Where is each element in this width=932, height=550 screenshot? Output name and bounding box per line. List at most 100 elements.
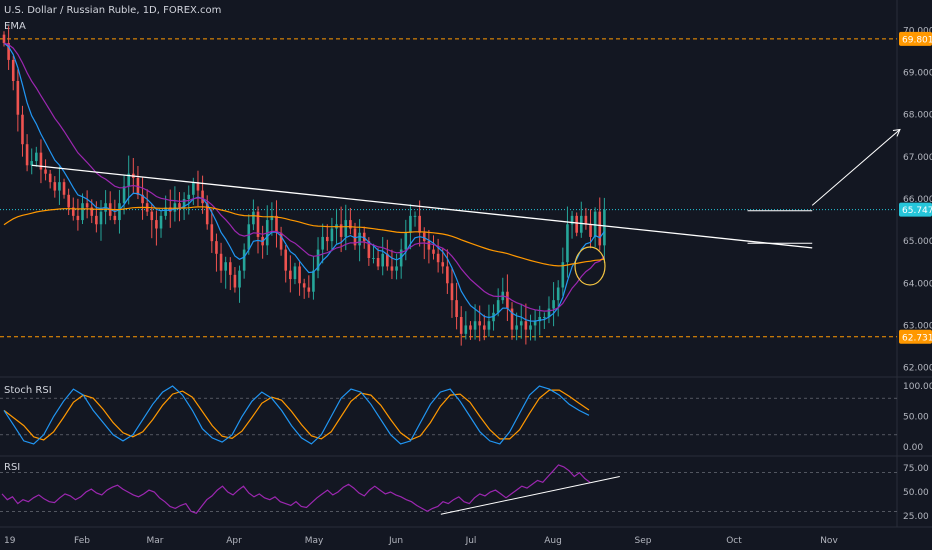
candle-body [316, 249, 320, 271]
candle-body [556, 287, 560, 301]
stoch-rsi-label[interactable]: Stoch RSI [4, 385, 52, 396]
candle-body [256, 211, 260, 237]
candle-body [506, 291, 509, 309]
candle-body [30, 161, 34, 166]
candle-body [543, 317, 546, 318]
candle-body [298, 266, 301, 284]
candle-body [386, 253, 389, 267]
candle-body [164, 207, 167, 216]
candle-body [344, 220, 348, 237]
price-tick-label: 62.000 [903, 364, 932, 374]
price-tick-label: 70.000 [903, 26, 932, 36]
time-tick-label: Nov [820, 536, 838, 546]
candle-body [233, 274, 237, 288]
high-price-pill [899, 31, 932, 46]
candle-body [252, 211, 255, 225]
time-tick-label: Jun [388, 536, 403, 546]
candle-body [247, 224, 251, 250]
candle-body [422, 232, 426, 242]
candle-body [53, 182, 57, 191]
time-tick-label: Apr [226, 536, 242, 546]
candle-body [39, 152, 43, 170]
candle-body [2, 34, 6, 44]
rsi-label[interactable]: RSI [4, 462, 21, 473]
candle-body [446, 266, 449, 284]
candle-body [413, 215, 417, 217]
stoch-tick-label: 0.00 [903, 443, 923, 453]
candle-body [362, 232, 366, 242]
price-tick-label: 68.000 [903, 111, 932, 121]
price-tick-label: 66.000 [903, 195, 932, 205]
candle-body [561, 262, 565, 288]
candle-body [579, 215, 583, 233]
highlight-circle [574, 246, 606, 286]
price-tick-label: 69.000 [903, 69, 932, 79]
candle-body [395, 266, 398, 271]
candle-body [552, 300, 555, 309]
candle-body [575, 215, 578, 233]
ema-fast-line [3, 42, 605, 322]
candle-body [11, 59, 15, 81]
candle-body [99, 211, 103, 225]
price-tick-label: 63.000 [903, 321, 932, 331]
candle-body [192, 182, 195, 195]
stoch-k-line [3, 385, 590, 445]
candle-body [307, 287, 311, 292]
candle-body [159, 215, 163, 229]
candle-body [312, 270, 315, 292]
candle-body [95, 215, 98, 225]
time-tick-label: 19 [4, 536, 16, 546]
candle-body [598, 211, 602, 246]
candle-body [409, 215, 412, 233]
candle-body [529, 325, 532, 330]
candle-body [118, 203, 121, 221]
high-price-label: 69.801 [902, 35, 932, 45]
candle-body [205, 203, 209, 225]
candle-body [390, 266, 394, 271]
current-price-label: 65.747 [902, 206, 932, 216]
candle-body [187, 194, 191, 199]
candle-body [150, 211, 154, 221]
candle-body [436, 253, 440, 263]
candle-body [515, 325, 518, 330]
time-tick-label: Jul [465, 536, 477, 546]
candle-body [464, 325, 468, 334]
candle-body [459, 317, 463, 334]
candle-body [44, 169, 47, 174]
candle-body [62, 182, 66, 195]
candle-body [141, 194, 144, 204]
arrow-head [892, 128, 901, 137]
candle-body [178, 203, 181, 208]
candle-body [224, 262, 227, 271]
candle-body [487, 321, 491, 330]
candle-body [427, 241, 431, 250]
time-tick-label: Aug [544, 536, 562, 546]
candle-body [367, 241, 371, 258]
time-tick-label: Sep [635, 536, 652, 546]
candle-body [584, 215, 588, 225]
candle-body [7, 43, 10, 60]
ema-label[interactable]: EMA [4, 21, 26, 32]
chart-title: U.S. Dollar / Russian Ruble, 1D, FOREX.c… [4, 5, 222, 16]
stoch-tick-label: 100.00 [903, 382, 932, 392]
candle-body [58, 182, 61, 191]
candle-body [293, 266, 297, 280]
candle-body [547, 308, 551, 317]
candle-body [196, 182, 200, 191]
rsi-tick-label: 50.00 [903, 488, 929, 498]
candle-body [538, 317, 542, 322]
candle-body [321, 236, 324, 250]
candle-body [478, 321, 481, 326]
candle-body [570, 215, 574, 225]
rsi-line [1, 464, 591, 515]
ema-slow-line [3, 206, 605, 267]
candle-body [71, 207, 75, 216]
current-price-pill [899, 202, 932, 217]
time-tick-label: Mar [147, 536, 164, 546]
candle-body [372, 258, 375, 259]
candle-body [215, 241, 218, 254]
price-tick-label: 64.000 [903, 279, 932, 289]
candle-body [330, 228, 334, 242]
candle-body [289, 270, 292, 280]
